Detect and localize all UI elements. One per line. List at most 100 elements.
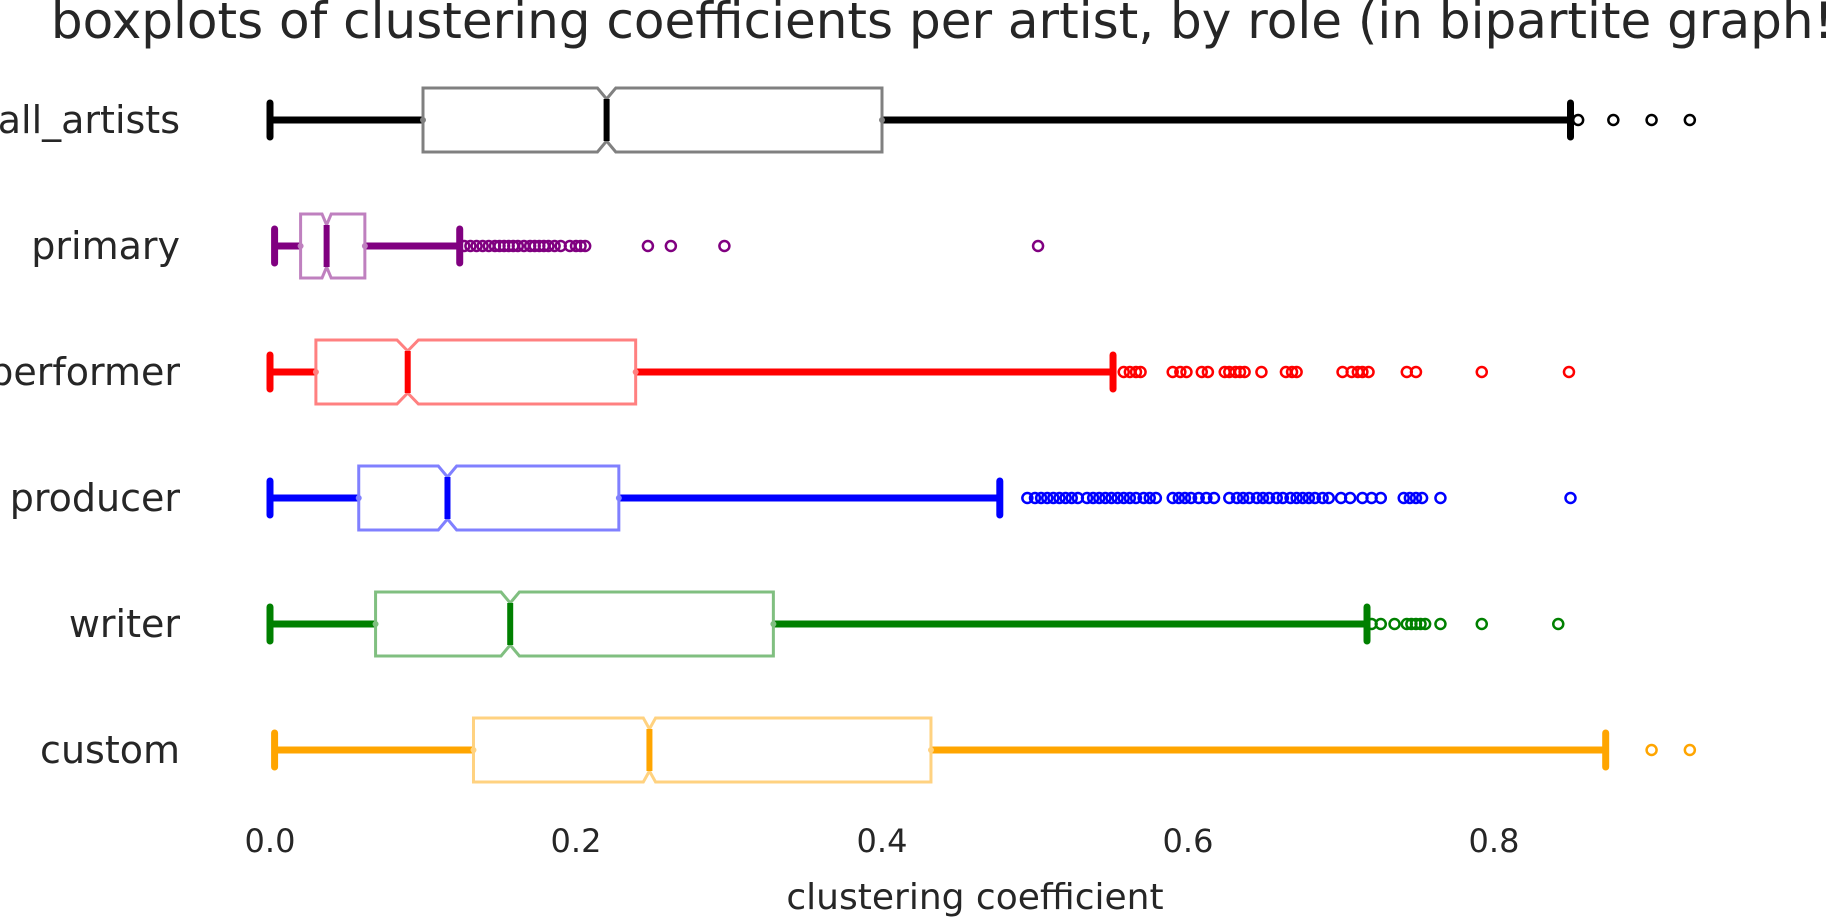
outlier-producer-2	[1034, 491, 1048, 505]
outlier-performer-26	[1562, 365, 1576, 379]
outlier-all_artists-2	[1645, 113, 1658, 127]
outlier-producer-4	[1047, 491, 1060, 505]
outlier-producer-17	[1129, 491, 1143, 505]
outlier-producer-14	[1111, 491, 1124, 505]
outlier-writer-6	[1414, 617, 1427, 631]
y-tick-label-performer: performer	[0, 350, 180, 394]
boxplot-writer	[266, 590, 1565, 658]
outlier-producer-24	[1184, 491, 1198, 505]
outlier-producer-10	[1086, 491, 1100, 505]
outlier-producer-21	[1166, 491, 1179, 505]
outlier-primary-25	[718, 239, 731, 253]
outlier-producer-36	[1276, 491, 1290, 505]
outlier-producer-37	[1284, 491, 1297, 505]
box-performer	[314, 338, 638, 406]
y-tick-label-all_artists: all_artists	[0, 98, 180, 142]
q1-dot-all_artists	[420, 117, 426, 123]
outlier-all_artists-1	[1607, 113, 1620, 127]
outlier-custom-1	[1683, 743, 1697, 757]
outlier-primary-2	[470, 239, 483, 253]
box-writer	[374, 590, 775, 658]
outlier-performer-6	[1180, 365, 1193, 379]
outlier-producer-52	[1415, 491, 1429, 505]
outlier-primary-21	[574, 239, 587, 253]
outlier-producer-39	[1296, 491, 1309, 505]
outlier-primary-10	[511, 239, 525, 253]
outlier-primary-26	[1031, 239, 1045, 253]
outlier-producer-5	[1053, 491, 1066, 505]
outlier-primary-1	[464, 239, 477, 253]
q3-dot-producer	[615, 495, 622, 501]
outlier-producer-29	[1230, 491, 1244, 505]
outlier-producer-30	[1236, 491, 1250, 505]
outlier-primary-3	[476, 239, 489, 253]
outlier-performer-22	[1362, 365, 1375, 379]
outlier-producer-35	[1270, 491, 1283, 505]
outlier-producer-25	[1192, 491, 1205, 505]
boxplot-series-group	[266, 86, 1697, 784]
q1-dot-primary	[297, 243, 304, 249]
outlier-producer-45	[1343, 491, 1357, 505]
x-tick-label-2: 0.4	[857, 822, 908, 860]
outlier-producer-23	[1178, 491, 1192, 505]
q1-dot-producer	[355, 495, 362, 501]
outlier-performer-14	[1255, 365, 1268, 379]
outlier-producer-11	[1093, 491, 1106, 505]
outlier-producer-42	[1316, 491, 1329, 505]
q1-dot-custom	[470, 747, 477, 753]
outlier-performer-2	[1129, 365, 1143, 379]
q3-dot-all_artists	[879, 117, 885, 123]
outlier-performer-5	[1174, 365, 1187, 379]
x-tick-label-0: 0.0	[245, 822, 296, 860]
y-tick-label-producer: producer	[10, 476, 181, 520]
box-primary	[299, 212, 367, 280]
outlier-producer-27	[1207, 491, 1221, 505]
q1-dot-writer	[372, 621, 379, 627]
outlier-producer-49	[1397, 491, 1410, 505]
outlier-all_artists-3	[1683, 113, 1697, 127]
y-tick-label-writer: writer	[69, 602, 181, 646]
outlier-producer-7	[1065, 491, 1078, 505]
outlier-producer-32	[1250, 491, 1264, 505]
outlier-writer-7	[1418, 617, 1432, 631]
x-axis-tick-labels: 0.0 0.2 0.4 0.6 0.8	[245, 822, 1520, 860]
boxplot-custom	[271, 716, 1697, 784]
outlier-all_artists-0	[1571, 113, 1585, 127]
outlier-primary-17	[548, 239, 561, 253]
outlier-writer-2	[1388, 617, 1401, 631]
boxplot-performer	[266, 338, 1576, 406]
outlier-performer-8	[1201, 365, 1215, 379]
outlier-producer-9	[1080, 491, 1094, 505]
q3-dot-writer	[770, 621, 777, 627]
outlier-producer-40	[1302, 491, 1316, 505]
outlier-writer-8	[1434, 617, 1447, 631]
outlier-writer-9	[1475, 617, 1489, 631]
q3-dot-performer	[632, 369, 639, 375]
x-tick-label-3: 0.6	[1163, 822, 1214, 860]
outlier-primary-0	[458, 239, 471, 253]
outlier-producer-20	[1149, 491, 1163, 505]
outlier-performer-16	[1285, 365, 1299, 379]
outlier-producer-13	[1105, 491, 1118, 505]
boxplot-producer	[266, 464, 1577, 532]
outlier-producer-22	[1172, 491, 1186, 505]
q3-dot-custom	[927, 747, 934, 753]
outlier-producer-12	[1099, 491, 1112, 505]
outlier-primary-16	[542, 239, 555, 253]
outlier-producer-43	[1322, 491, 1336, 505]
box-producer	[357, 464, 621, 532]
boxplot-primary	[271, 212, 1045, 280]
outlier-writer-10	[1552, 617, 1565, 631]
outlier-primary-23	[641, 239, 655, 253]
boxplot-all_artists	[266, 86, 1697, 154]
outlier-performer-21	[1356, 365, 1369, 379]
q3-dot-primary	[361, 243, 368, 249]
outlier-producer-48	[1374, 491, 1388, 505]
outlier-producer-53	[1434, 491, 1447, 505]
outlier-writer-1	[1374, 617, 1388, 631]
y-tick-label-custom: custom	[40, 728, 180, 772]
outlier-producer-34	[1262, 491, 1276, 505]
outlier-performer-17	[1290, 365, 1303, 379]
box-custom	[471, 716, 933, 784]
